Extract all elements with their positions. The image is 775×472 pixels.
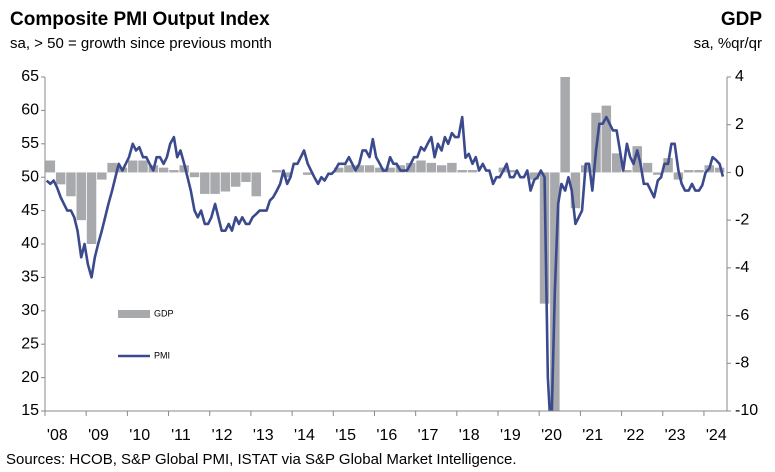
gdp-bar <box>251 172 262 197</box>
gdp-bar <box>570 172 581 209</box>
y2-tick-label: -10 <box>735 402 758 419</box>
y-tick-label: 60 <box>21 102 39 119</box>
gdp-bar <box>86 172 97 244</box>
bar-layer <box>45 77 725 411</box>
gdp-bar <box>303 172 313 175</box>
y-tick-label: 55 <box>21 135 39 152</box>
x-tick-label: '21 <box>582 427 603 444</box>
pmi-line <box>45 115 725 411</box>
y2-tick-label: 0 <box>735 164 744 181</box>
line-layer <box>45 115 725 411</box>
x-tick-label: '12 <box>212 427 233 444</box>
x-tick-label: '24 <box>706 427 727 444</box>
gdp-bar <box>385 167 395 173</box>
gdp-bar <box>694 170 704 173</box>
x-tick-label: '10 <box>129 427 150 444</box>
legend-label: PMI <box>154 350 170 360</box>
gdp-bar <box>560 77 570 173</box>
gdp-bar <box>107 162 117 173</box>
gdp-bar <box>447 162 457 173</box>
x-tick-label: '09 <box>88 427 109 444</box>
gdp-bar <box>282 172 292 178</box>
gdp-bar <box>344 165 354 173</box>
gdp-bar <box>97 172 107 180</box>
x-tick-label: '08 <box>47 427 68 444</box>
gdp-bar <box>241 172 251 182</box>
y2-tick-label: 4 <box>735 68 744 85</box>
y-tick-label: 20 <box>21 369 39 386</box>
gdp-bar <box>714 167 725 173</box>
x-tick-label: '22 <box>623 427 644 444</box>
x-tick-label: '14 <box>294 427 315 444</box>
gdp-bar <box>200 172 210 194</box>
gdp-bar <box>642 162 653 173</box>
gdp-bar <box>354 165 364 173</box>
gdp-bar <box>55 172 66 185</box>
y-tick-label: 50 <box>21 168 39 185</box>
gdp-bar <box>426 162 437 173</box>
gdp-bar <box>436 165 447 173</box>
y2-tick-label: -6 <box>735 307 749 324</box>
chart-subtitle: sa, > 50 = growth since previous month <box>10 35 272 52</box>
gdp-bar <box>220 172 231 192</box>
x-tick-label: '19 <box>500 427 521 444</box>
gdp-bar <box>210 172 220 194</box>
y2-title: GDP <box>721 9 763 30</box>
gdp-bar <box>663 158 673 173</box>
y2-tick-label: 2 <box>735 116 744 133</box>
gdp-bar <box>632 146 642 173</box>
x-tick-label: '13 <box>253 427 274 444</box>
gdp-bar <box>76 172 86 221</box>
y2-subtitle: sa, %qr/qr <box>694 35 762 52</box>
x-tick-label: '16 <box>376 427 397 444</box>
gdp-bar <box>138 160 148 173</box>
x-tick-label: '17 <box>418 427 439 444</box>
gdp-bar <box>508 170 519 173</box>
y-tick-label: 25 <box>21 335 39 352</box>
gdp-bar <box>127 160 138 173</box>
y-tick-label: 15 <box>21 402 39 419</box>
gdp-bar <box>673 172 684 180</box>
gdp-bar <box>66 172 76 197</box>
gdp-bar <box>45 160 56 173</box>
gdp-bar <box>333 167 344 173</box>
y-tick-label: 65 <box>21 68 39 85</box>
gdp-bar <box>683 170 694 173</box>
x-tick-label: '18 <box>459 427 480 444</box>
legend-swatch <box>118 310 150 318</box>
legend-label: GDP <box>154 308 174 318</box>
gdp-bar <box>189 172 200 178</box>
gdp-bar <box>405 162 416 173</box>
y2-tick-label: -8 <box>735 355 749 372</box>
chart-title: Composite PMI Output Index <box>10 9 270 30</box>
y-tick-label: 30 <box>21 302 39 319</box>
gdp-bar <box>529 172 539 180</box>
gdp-bar <box>364 165 375 173</box>
gdp-bar <box>169 170 179 173</box>
y2-tick-label: -4 <box>735 259 749 276</box>
gdp-bar <box>601 105 612 173</box>
x-tick-label: '15 <box>335 427 356 444</box>
gdp-bar <box>457 170 467 173</box>
y-tick-label: 35 <box>21 269 39 286</box>
x-tick-label: '11 <box>171 427 191 444</box>
gdp-bar <box>653 172 663 175</box>
x-tick-label: '20 <box>541 427 562 444</box>
gdp-bar <box>375 167 385 173</box>
gdp-bar <box>158 167 169 173</box>
gdp-bar <box>611 153 622 173</box>
y-tick-label: 45 <box>21 202 39 219</box>
gdp-bar <box>230 172 241 187</box>
gdp-bar <box>272 170 282 173</box>
y-tick-label: 40 <box>21 235 39 252</box>
source-note: Sources: HCOB, S&P Global PMI, ISTAT via… <box>6 451 517 468</box>
x-tick-label: '23 <box>665 427 686 444</box>
y2-tick-label: -2 <box>735 211 749 228</box>
gdp-bar <box>622 170 632 173</box>
gdp-bar <box>416 160 426 173</box>
gdp-bar <box>467 170 478 173</box>
